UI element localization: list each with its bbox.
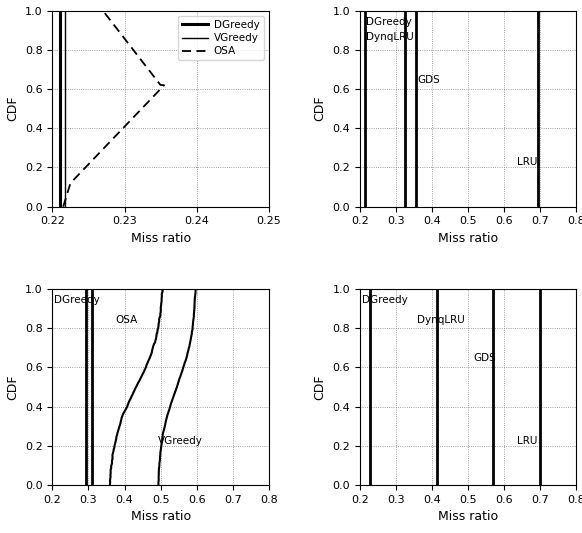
Text: DGreedy: DGreedy bbox=[366, 17, 412, 27]
Legend: DGreedy, VGreedy, OSA: DGreedy, VGreedy, OSA bbox=[178, 16, 264, 60]
Text: GDS: GDS bbox=[473, 353, 496, 364]
OSA bbox=[137, 56, 144, 62]
VGreedy bbox=[62, 43, 69, 49]
OSA bbox=[77, 169, 84, 175]
Text: DynqLRU: DynqLRU bbox=[417, 316, 464, 325]
OSA bbox=[150, 72, 157, 79]
Y-axis label: CDF: CDF bbox=[314, 374, 327, 400]
Text: LRU: LRU bbox=[517, 436, 537, 446]
VGreedy bbox=[62, 87, 69, 93]
DGreedy bbox=[56, 87, 63, 93]
VGreedy bbox=[62, 204, 69, 210]
VGreedy bbox=[62, 7, 69, 14]
X-axis label: Miss ratio: Miss ratio bbox=[438, 232, 498, 245]
Text: VGreedy: VGreedy bbox=[158, 436, 203, 446]
DGreedy bbox=[56, 109, 63, 116]
Text: GDS: GDS bbox=[417, 75, 440, 85]
Text: DynqLRU: DynqLRU bbox=[366, 32, 414, 42]
Line: OSA: OSA bbox=[63, 11, 164, 207]
VGreedy bbox=[62, 109, 69, 116]
Text: DGreedy: DGreedy bbox=[54, 295, 100, 305]
VGreedy bbox=[62, 110, 69, 117]
OSA bbox=[93, 153, 100, 159]
Text: OSA: OSA bbox=[115, 316, 138, 325]
VGreedy bbox=[62, 12, 69, 19]
Y-axis label: CDF: CDF bbox=[6, 374, 19, 400]
X-axis label: Miss ratio: Miss ratio bbox=[130, 510, 191, 523]
DGreedy bbox=[56, 98, 63, 104]
DGreedy bbox=[56, 43, 63, 49]
DGreedy bbox=[56, 204, 63, 210]
OSA bbox=[155, 88, 162, 94]
DGreedy bbox=[56, 7, 63, 14]
Y-axis label: CDF: CDF bbox=[6, 96, 19, 122]
VGreedy bbox=[62, 98, 69, 104]
Text: LRU: LRU bbox=[517, 157, 537, 167]
Text: DGreedy: DGreedy bbox=[361, 295, 407, 305]
OSA bbox=[60, 204, 67, 210]
DGreedy bbox=[56, 110, 63, 117]
OSA bbox=[100, 7, 107, 14]
OSA bbox=[129, 115, 136, 121]
X-axis label: Miss ratio: Miss ratio bbox=[438, 510, 498, 523]
X-axis label: Miss ratio: Miss ratio bbox=[130, 232, 191, 245]
Y-axis label: CDF: CDF bbox=[314, 96, 327, 122]
DGreedy bbox=[56, 12, 63, 19]
